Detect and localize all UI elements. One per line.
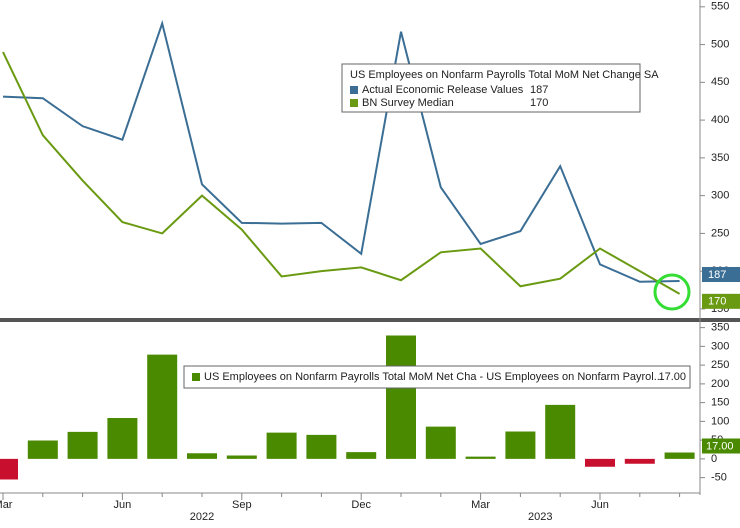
y-tick-label: 100: [711, 415, 729, 427]
bar: [386, 335, 416, 459]
y-tick-label: 0: [711, 453, 717, 465]
value-badge: [702, 293, 740, 309]
legend-swatch: [350, 99, 358, 107]
bar: [465, 456, 496, 459]
legend-label: Actual Economic Release Values: [362, 84, 524, 96]
data-line: [2, 19, 680, 283]
legend-title: US Employees on Nonfarm Payrolls Total M…: [350, 69, 659, 81]
y-tick-label: 350: [711, 322, 729, 334]
bar: [585, 458, 615, 467]
bar: [0, 458, 18, 480]
value-label: 17.00: [706, 440, 734, 452]
value-label: 187: [708, 269, 726, 281]
bottom-legend: US Employees on Nonfarm Payrolls Total M…: [183, 365, 691, 389]
x-tick-label: Jun: [591, 499, 609, 511]
bar: [107, 418, 138, 459]
x-year-label: 2022: [190, 511, 214, 523]
y-tick-label: 200: [711, 378, 729, 390]
top-legend: US Employees on Nonfarm Payrolls Total M…: [341, 63, 659, 113]
bar: [664, 452, 695, 459]
legend-swatch: [350, 86, 358, 94]
bar: [27, 440, 58, 459]
x-tick-label: Sep: [232, 499, 252, 511]
y-tick-label: 400: [711, 114, 729, 126]
y-tick-label: 250: [711, 227, 729, 239]
legend-swatch: [192, 373, 200, 381]
bar: [346, 452, 377, 459]
y-tick-label: -50: [711, 472, 727, 484]
y-tick-label: 150: [711, 397, 729, 409]
bar: [545, 404, 576, 459]
y-tick-label: 450: [711, 76, 729, 88]
legend-value: 17.00: [658, 371, 686, 383]
bar: [624, 458, 655, 464]
highlight-circle: [653, 273, 691, 311]
legend-label: US Employees on Nonfarm Payrolls Total M…: [204, 371, 663, 383]
bar: [425, 426, 456, 459]
x-tick-label: Dec: [351, 499, 371, 511]
data-line: [2, 51, 681, 295]
bar: [266, 432, 297, 459]
legend-box: [183, 365, 691, 389]
legend-value: 170: [530, 97, 548, 109]
y-tick-label: 300: [711, 190, 729, 202]
legend-label: BN Survey Median: [362, 97, 454, 109]
x-tick-label: Jun: [114, 499, 132, 511]
bar: [147, 354, 178, 459]
y-tick-label: 500: [711, 38, 729, 50]
value-badge: [702, 266, 740, 282]
bar: [306, 434, 337, 459]
y-tick-label: 350: [711, 152, 729, 164]
y-tick-label: 250: [711, 359, 729, 371]
value-label: 170: [708, 296, 726, 308]
x-tick-label: Mar: [0, 499, 13, 511]
x-tick-label: Mar: [471, 499, 490, 511]
bar: [67, 431, 98, 459]
value-badge: [702, 438, 740, 454]
legend-value: 187: [530, 84, 548, 96]
legend-box: [341, 63, 641, 113]
bar: [226, 455, 257, 459]
bar: [505, 431, 536, 459]
x-year-label: 2023: [528, 511, 552, 523]
y-tick-label: 300: [711, 340, 729, 352]
bar: [187, 453, 217, 459]
y-tick-label: 550: [711, 1, 729, 13]
